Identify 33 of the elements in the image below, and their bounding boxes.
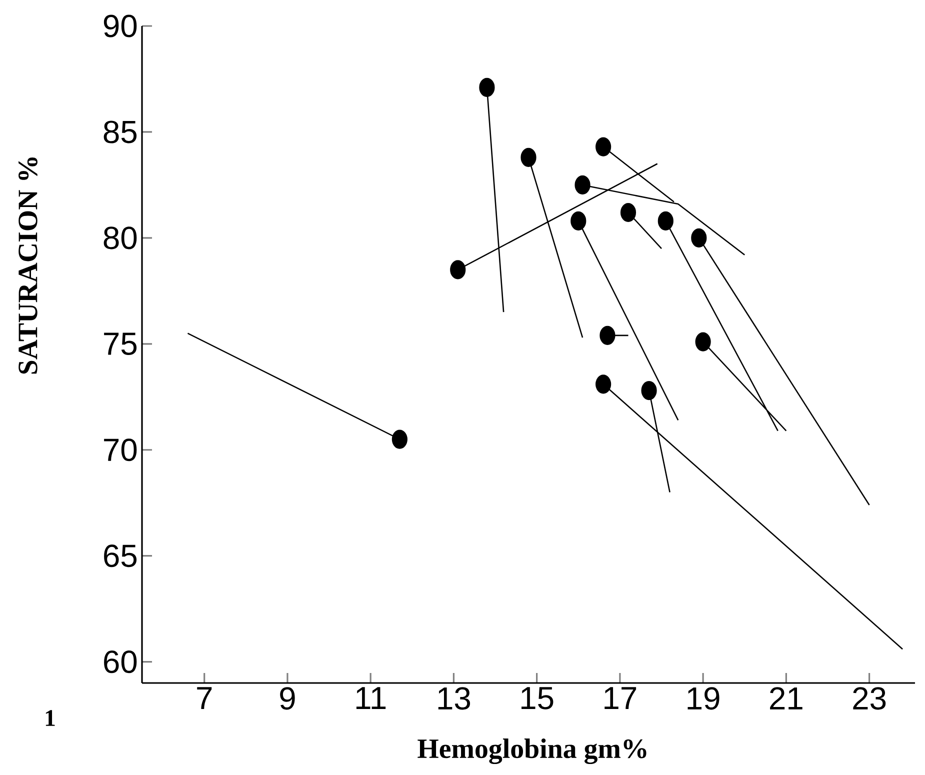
point <box>691 228 707 248</box>
point <box>620 202 636 222</box>
point <box>596 374 612 394</box>
y-tick-label: 80 <box>104 226 137 250</box>
y-axis-title: SATURACION % <box>18 157 38 374</box>
x-tick-label: 9 <box>280 687 295 710</box>
x-tick-label: 11 <box>356 687 386 710</box>
point <box>574 175 590 194</box>
y-tick-label: 75 <box>104 332 137 356</box>
point <box>479 78 495 98</box>
point <box>570 211 586 231</box>
y-tick-label: 70 <box>104 438 137 462</box>
point <box>520 148 536 167</box>
point <box>450 260 466 280</box>
x-tick-label: 19 <box>688 687 720 710</box>
y-tick-label: 60 <box>104 650 137 674</box>
x-tick-label: 23 <box>853 687 886 710</box>
x-axis-title: Hemoglobina gm% <box>418 738 646 764</box>
x-tick-label: 13 <box>438 687 470 710</box>
point <box>658 211 674 231</box>
point <box>392 430 408 449</box>
text: 1 <box>46 710 55 726</box>
point <box>596 137 612 156</box>
y-tick-label: 90 <box>104 14 137 38</box>
x-tick-label: 21 <box>770 687 802 710</box>
x-tick-label: 17 <box>604 687 636 710</box>
y-tick-label: 65 <box>104 544 137 568</box>
point <box>695 332 711 352</box>
y-tick-label: 85 <box>104 120 137 144</box>
point <box>600 326 616 345</box>
x-tick-label: 15 <box>522 687 554 710</box>
x-tick-label: 7 <box>197 687 212 710</box>
point <box>641 380 657 400</box>
